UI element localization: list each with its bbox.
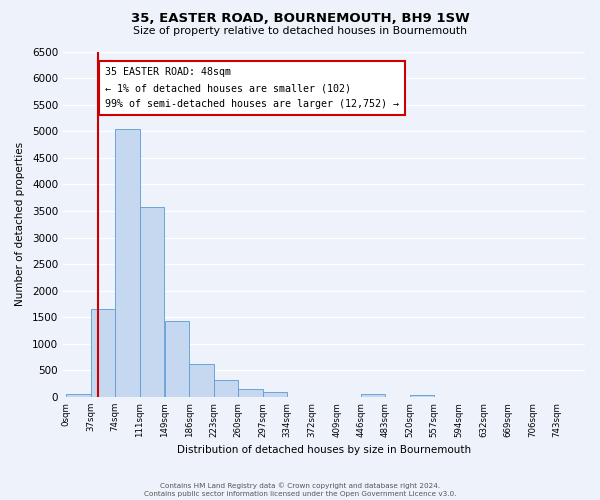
Text: 35, EASTER ROAD, BOURNEMOUTH, BH9 1SW: 35, EASTER ROAD, BOURNEMOUTH, BH9 1SW xyxy=(131,12,469,26)
Bar xyxy=(91,309,115,397)
Text: Size of property relative to detached houses in Bournemouth: Size of property relative to detached ho… xyxy=(133,26,467,36)
Text: Contains HM Land Registry data © Crown copyright and database right 2024.: Contains HM Land Registry data © Crown c… xyxy=(160,482,440,489)
Y-axis label: Number of detached properties: Number of detached properties xyxy=(15,142,25,306)
Bar xyxy=(214,380,238,397)
Bar xyxy=(238,389,263,397)
Bar xyxy=(140,206,164,397)
Bar xyxy=(165,322,189,397)
Text: Contains public sector information licensed under the Open Government Licence v3: Contains public sector information licen… xyxy=(144,491,456,497)
X-axis label: Distribution of detached houses by size in Bournemouth: Distribution of detached houses by size … xyxy=(177,445,471,455)
Bar xyxy=(67,394,91,397)
Bar xyxy=(361,394,385,397)
Bar xyxy=(115,128,140,397)
Bar xyxy=(263,392,287,397)
Bar xyxy=(410,396,434,397)
Text: 35 EASTER ROAD: 48sqm
← 1% of detached houses are smaller (102)
99% of semi-deta: 35 EASTER ROAD: 48sqm ← 1% of detached h… xyxy=(104,68,398,108)
Bar xyxy=(189,364,214,397)
